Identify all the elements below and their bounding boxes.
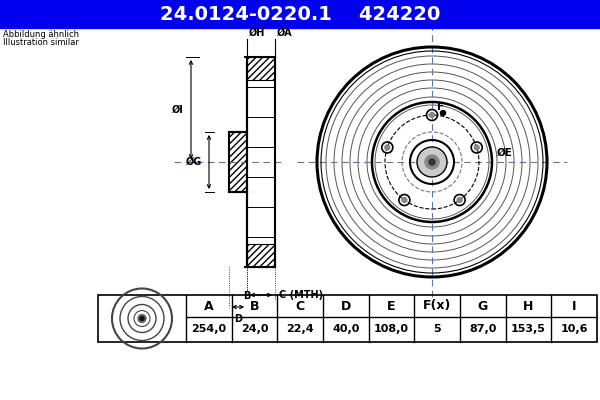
Bar (247, 57, 275, 80)
Circle shape (417, 147, 447, 177)
Circle shape (140, 316, 144, 320)
Bar (229, 132, 247, 192)
Text: 87,0: 87,0 (469, 324, 497, 334)
Circle shape (457, 198, 462, 202)
Text: 24.0124-0220.1    424220: 24.0124-0220.1 424220 (160, 4, 440, 24)
Text: B: B (244, 291, 251, 301)
Text: D: D (341, 300, 351, 312)
Circle shape (474, 145, 479, 150)
Text: A: A (204, 300, 214, 312)
Text: Abbildung ähnlich: Abbildung ähnlich (3, 30, 79, 39)
Text: 153,5: 153,5 (511, 324, 546, 334)
Text: 10,6: 10,6 (560, 324, 588, 334)
Text: C: C (296, 300, 305, 312)
Circle shape (425, 155, 439, 169)
Bar (98, 295, 597, 342)
Circle shape (430, 112, 434, 118)
Text: E: E (387, 300, 396, 312)
Text: 40,0: 40,0 (332, 324, 359, 334)
Text: ØE: ØE (497, 148, 513, 158)
Text: ØH: ØH (249, 28, 265, 38)
Text: ØG: ØG (186, 157, 202, 167)
Text: ØI: ØI (172, 104, 184, 114)
Text: 108,0: 108,0 (374, 324, 409, 334)
Bar (0, 0, 600, 28)
Text: H: H (523, 300, 533, 312)
Circle shape (440, 110, 445, 116)
Text: G: G (478, 300, 488, 312)
Text: 254,0: 254,0 (191, 324, 226, 334)
Text: F(x): F(x) (423, 300, 451, 312)
Text: B: B (250, 300, 259, 312)
Text: 24,0: 24,0 (241, 324, 268, 334)
Circle shape (138, 314, 146, 322)
Text: D: D (234, 314, 242, 324)
Text: I: I (572, 300, 577, 312)
Text: 5: 5 (433, 324, 441, 334)
Bar (247, 244, 275, 267)
Text: C (MTH): C (MTH) (279, 290, 323, 300)
Circle shape (402, 198, 407, 202)
Circle shape (429, 159, 435, 165)
Text: ØA: ØA (277, 28, 293, 38)
Circle shape (385, 145, 390, 150)
Text: Illustration similar: Illustration similar (3, 38, 79, 47)
Text: 22,4: 22,4 (286, 324, 314, 334)
Text: F: F (437, 102, 444, 112)
